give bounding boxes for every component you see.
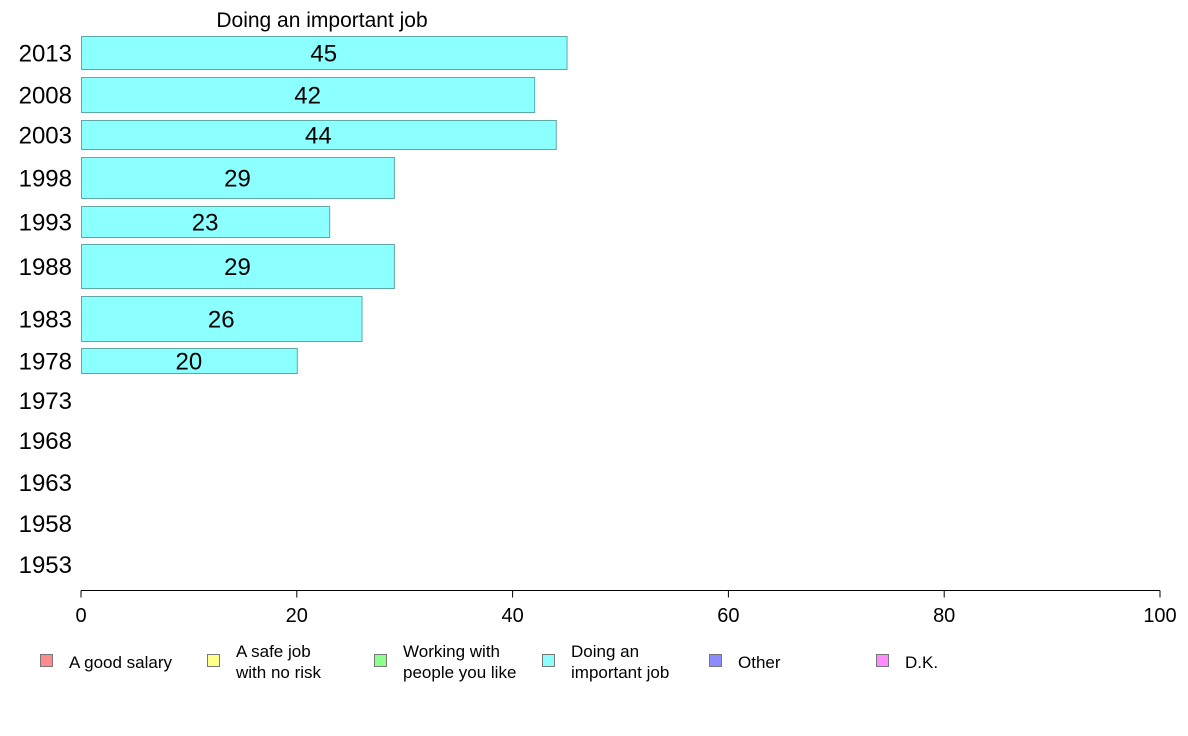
y-tick-label: 1958 (19, 511, 72, 538)
x-tick-label: 20 (286, 605, 308, 627)
x-tick-label: 40 (501, 605, 523, 627)
legend-item: D.K. (876, 653, 938, 672)
legend-item: A safe job with no risk (207, 642, 322, 682)
chart-title: Doing an important job (216, 9, 427, 32)
data-label: 23 (192, 210, 219, 237)
legend-label: Doing an (571, 642, 639, 661)
legend-label: A good salary (69, 653, 173, 672)
legend-swatch (542, 654, 555, 667)
legend-label: people you like (403, 663, 516, 682)
bar (81, 296, 363, 342)
x-tick-label: 0 (75, 605, 86, 627)
y-tick-label: 1953 (19, 552, 72, 579)
legend-item: Working with people you like (374, 642, 516, 682)
legend-swatch (876, 654, 889, 667)
y-tick-label: 1978 (19, 349, 72, 376)
bar (81, 206, 331, 238)
x-axis: 0 20 40 60 80 100 (75, 590, 1177, 627)
y-tick-label: 1988 (19, 254, 72, 281)
y-tick-label: 1963 (19, 470, 72, 497)
y-tick-label: 1983 (19, 307, 72, 334)
legend-swatch (709, 654, 722, 667)
bar (81, 348, 298, 374)
y-tick-label: 2008 (19, 83, 72, 110)
y-tick-label: 2013 (19, 41, 72, 68)
legend-label: important job (571, 663, 669, 682)
data-label: 29 (224, 254, 251, 281)
data-label: 20 (176, 349, 203, 376)
legend-label: Other (738, 653, 781, 672)
legend-item: A good salary (40, 653, 173, 672)
x-tick-label: 80 (933, 605, 955, 627)
legend-label: with no risk (235, 663, 322, 682)
legend-item: Other (709, 653, 781, 672)
bar (81, 157, 395, 199)
legend-item: Doing an important job (542, 642, 669, 682)
legend-label: Working with (403, 642, 500, 661)
bar (81, 36, 568, 70)
bar (81, 244, 395, 289)
legend-swatch (40, 654, 53, 667)
y-axis-labels: 2013 2008 2003 1998 1993 1988 1983 1978 1973 1968… (19, 41, 72, 580)
legend-swatch (374, 654, 387, 667)
legend-label: A safe job (236, 642, 311, 661)
y-tick-label: 1973 (19, 388, 72, 415)
data-label: 29 (224, 166, 251, 193)
bar (81, 120, 557, 150)
y-tick-label: 2003 (19, 123, 72, 150)
bar (81, 77, 536, 113)
x-tick-label: 100 (1143, 605, 1176, 627)
legend-swatch (207, 654, 220, 667)
legend-label: D.K. (905, 653, 938, 672)
y-tick-label: 1968 (19, 428, 72, 455)
y-tick-label: 1993 (19, 210, 72, 237)
y-tick-label: 1998 (19, 166, 72, 193)
legend: A good salary A safe job with no risk Worki… (40, 642, 938, 682)
data-label: 44 (305, 123, 332, 150)
data-label: 45 (310, 41, 337, 68)
data-label: 26 (208, 307, 235, 334)
x-tick-label: 60 (717, 605, 739, 627)
data-label: 42 (294, 83, 321, 110)
